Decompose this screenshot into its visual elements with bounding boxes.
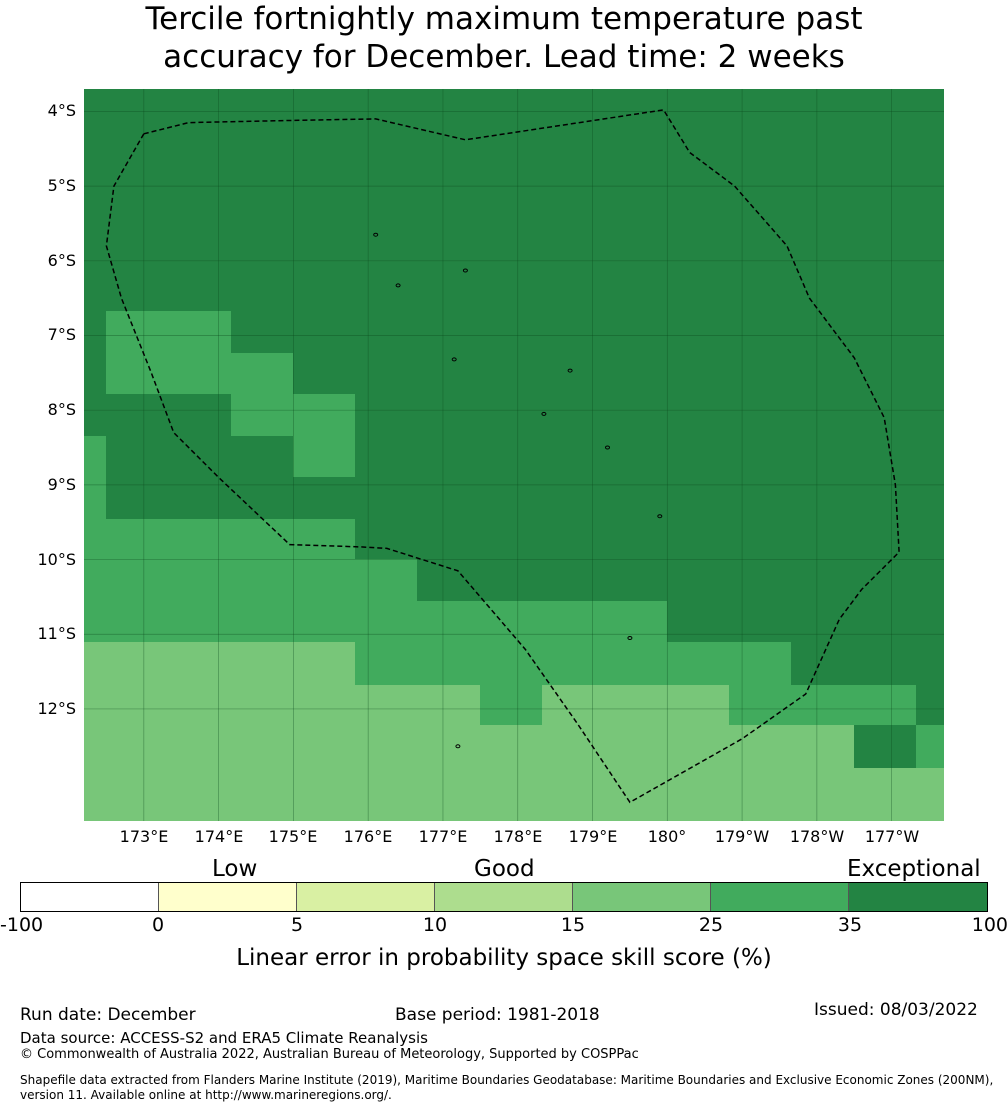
run-date: Run date: December [20, 1005, 196, 1025]
issued-date: Issued: 08/03/2022 [814, 1000, 978, 1020]
islands [373, 232, 663, 749]
colorbar-tick-label: -100 [0, 914, 44, 936]
island-outline [395, 283, 401, 288]
colorbar-segment [711, 883, 849, 911]
title-line-1: Tercile fortnightly maximum temperature … [145, 1, 863, 37]
colorbar-label: Linear error in probability space skill … [236, 945, 772, 971]
longitude-tick-label: 177°W [864, 827, 920, 846]
copyright: © Commonwealth of Australia 2022, Austra… [20, 1047, 639, 1062]
longitude-tick-label: 173°E [119, 827, 169, 846]
colorbar-segment [573, 883, 711, 911]
colorbar-tick-label: 25 [698, 914, 724, 936]
eez-boundary[interactable] [105, 109, 900, 804]
title-line-2: accuracy for December. Lead time: 2 week… [163, 39, 845, 75]
island-outline [451, 357, 457, 362]
longitude-tick-label: 178°W [789, 827, 845, 846]
category-label-low: Low [212, 856, 258, 882]
colorbar-tick-label: 35 [837, 914, 863, 936]
graticule [84, 89, 944, 821]
latitude-tick-label: 11°S [37, 624, 76, 643]
longitude-tick-label: 179°W [714, 827, 770, 846]
colorbar-segment [21, 883, 159, 911]
latitude-tick-label: 12°S [37, 699, 76, 718]
colorbar-tick-label: 100 [971, 914, 1008, 936]
longitude-tick-label: 174°E [194, 827, 244, 846]
map-canvas[interactable] [84, 89, 944, 821]
skill-region-25-35 [84, 311, 944, 768]
latitude-tick-label: 4°S [47, 101, 76, 120]
map-panel[interactable] [84, 89, 944, 821]
latitude-tick-label: 6°S [47, 251, 76, 270]
island-outline [567, 368, 573, 373]
island-outline [657, 514, 663, 519]
latitude-tick-label: 7°S [47, 325, 76, 344]
island-outline [605, 445, 610, 450]
colorbar-tick-label: 10 [422, 914, 448, 936]
island-outline [541, 411, 547, 416]
shapefile-credit-line-1: Shapefile data extracted from Flanders M… [20, 1073, 994, 1087]
longitude-tick-label: 180° [647, 827, 687, 846]
category-label-good: Good [474, 856, 535, 882]
latitude-tick-label: 5°S [47, 176, 76, 195]
chart-title: Tercile fortnightly maximum temperature … [0, 0, 1008, 76]
longitude-tick-label: 178°E [493, 827, 543, 846]
colorbar-tick-label: 5 [290, 914, 304, 936]
colorbar-segment [159, 883, 297, 911]
colorbar-tick-label: 15 [560, 914, 586, 936]
colorbar-segment [849, 883, 987, 911]
base-period: Base period: 1981-2018 [395, 1005, 600, 1025]
island-outline [462, 268, 468, 273]
longitude-tick-label: 176°E [343, 827, 393, 846]
latitude-tick-label: 10°S [37, 550, 76, 569]
island-outline [627, 636, 633, 640]
shapefile-credit-line-2: version 11. Available online at http://w… [20, 1088, 392, 1102]
colorbar-tick-label: 0 [151, 914, 165, 936]
colorbar-segment [435, 883, 573, 911]
category-label-exceptional: Exceptional [847, 856, 981, 882]
longitude-tick-label: 179°E [568, 827, 618, 846]
colorbar-segment [297, 883, 435, 911]
island-outline [455, 744, 461, 749]
data-source: Data source: ACCESS-S2 and ERA5 Climate … [20, 1029, 428, 1047]
colorbar [20, 882, 988, 912]
island-outline [373, 232, 379, 237]
latitude-tick-label: 9°S [47, 475, 76, 494]
latitude-tick-label: 8°S [47, 400, 76, 419]
skill-region-15-25 [84, 642, 944, 821]
longitude-tick-label: 177°E [418, 827, 468, 846]
longitude-tick-label: 175°E [268, 827, 318, 846]
